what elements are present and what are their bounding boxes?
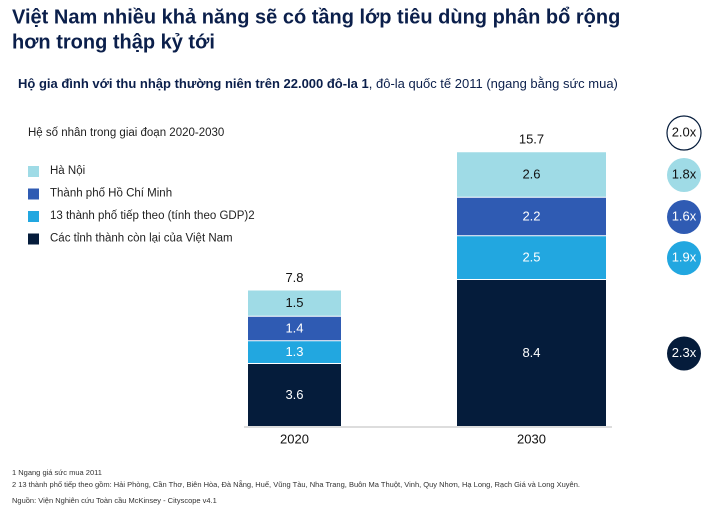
segment-label: 1.5	[285, 295, 303, 310]
subtitle-bold: Hộ gia đình với thu nhập thường niên trê…	[18, 76, 369, 91]
bar-segment	[457, 197, 606, 236]
x-tick-label: 2020	[280, 431, 309, 446]
legend-label: Thành phố Hồ Chí Minh	[50, 188, 172, 200]
total-label: 15.7	[519, 132, 544, 147]
segment-label: 1.4	[285, 320, 303, 335]
x-tick-label: 2030	[517, 431, 546, 446]
multiplier-label: 2.0x	[672, 124, 697, 139]
legend-title: Hệ số nhân trong giai đoạn 2020-2030	[28, 127, 224, 139]
multiplier-badge	[667, 336, 701, 371]
multiplier-label: 2.3x	[672, 345, 697, 360]
bar-segment	[457, 152, 606, 197]
bar-segment	[248, 341, 341, 363]
segment-label: 1.3	[285, 344, 303, 359]
segment-label: 8.4	[522, 345, 540, 360]
legend-swatch	[28, 233, 39, 245]
legend-swatch	[28, 188, 39, 200]
footnote: Nguồn: Viện Nghiên cứu Toàn cầu McKinsey…	[12, 496, 217, 505]
chart-title: Việt Nam nhiều khả năng sẽ có tầng lớp t…	[12, 6, 620, 28]
bar-segment	[457, 280, 606, 426]
multiplier-label: 1.8x	[672, 166, 697, 181]
bar-segment	[457, 236, 606, 279]
footnote: 1 Ngang giá sức mua 2011	[12, 468, 102, 477]
segment-label: 3.6	[285, 387, 303, 402]
multiplier-badge	[667, 200, 701, 234]
subtitle-rest: , đô-la quốc tế 2011 (ngang bằng sức mua…	[369, 76, 618, 91]
legend-label: 13 thành phố tiếp theo (tính theo GDP)2	[50, 210, 255, 222]
segment-label: 2.2	[522, 208, 540, 223]
multiplier-label: 1.6x	[672, 208, 697, 223]
footnote: 2 13 thành phố tiếp theo gồm: Hải Phòng,…	[12, 480, 580, 489]
segment-label: 2.6	[522, 166, 540, 181]
legend-swatch	[28, 166, 39, 177]
multiplier-badge	[667, 158, 701, 192]
total-label: 7.8	[285, 270, 303, 285]
bar-segment	[248, 316, 341, 341]
segment-label: 2.5	[522, 250, 540, 265]
multiplier-badge	[666, 115, 702, 151]
legend-label: Các tỉnh thành còn lại của Việt Nam	[50, 233, 233, 245]
chart-title: hơn trong thập kỷ tới	[12, 31, 215, 53]
legend-swatch	[28, 211, 39, 222]
bar-segment	[248, 290, 341, 316]
legend-label: Hà Nội	[50, 165, 85, 177]
multiplier-label: 1.9x	[672, 250, 697, 265]
bar-segment	[248, 364, 341, 426]
multiplier-badge	[667, 241, 701, 276]
subtitle: Hộ gia đình với thu nhập thường niên trê…	[18, 76, 618, 91]
